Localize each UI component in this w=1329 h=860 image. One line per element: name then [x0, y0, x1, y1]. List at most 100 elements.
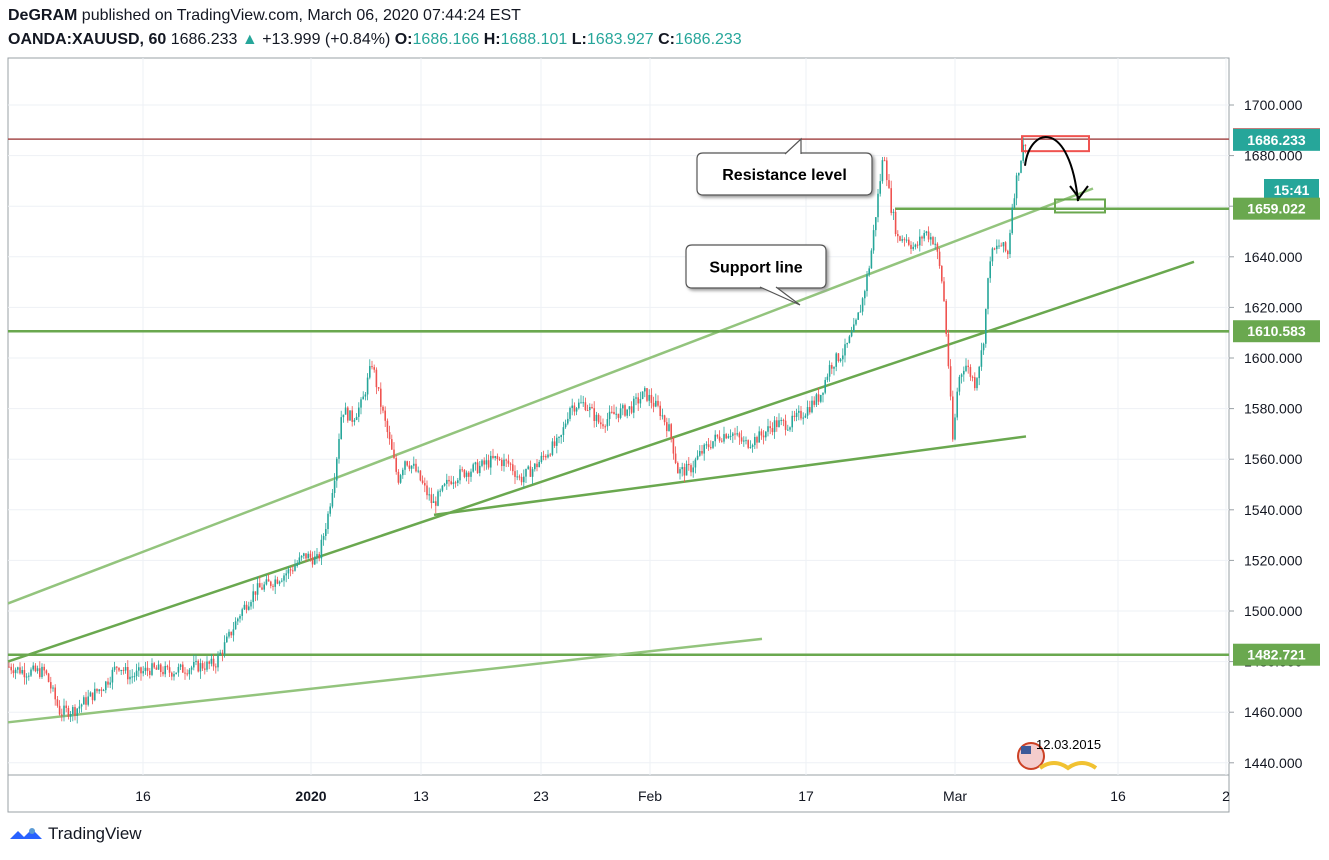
candle-body	[789, 427, 791, 430]
symbol-label[interactable]: OANDA:XAUUSD, 60	[8, 31, 167, 48]
candle-body	[1024, 144, 1027, 147]
arrowhead-icon	[1069, 185, 1089, 200]
candle-body	[890, 188, 892, 213]
candle-body	[259, 583, 261, 588]
candle-body	[824, 379, 826, 393]
candle-body	[91, 692, 94, 701]
candle-body	[116, 666, 118, 668]
candle-body	[668, 424, 670, 432]
candle-body	[661, 415, 664, 417]
candle-body	[457, 480, 459, 483]
candle-body	[43, 666, 45, 671]
candle-body	[553, 441, 556, 446]
candle-body	[806, 407, 809, 416]
candle-body	[142, 671, 144, 674]
candle-body	[298, 557, 301, 564]
candle-body	[105, 681, 107, 691]
candle-body	[611, 411, 613, 413]
candle-body	[857, 312, 859, 320]
x-tick-label: 2020	[295, 788, 326, 804]
trend-line	[7, 260, 1195, 663]
candle-body	[868, 268, 870, 275]
candle-body	[1013, 198, 1016, 208]
candle-body	[487, 460, 490, 468]
candle-body	[949, 366, 952, 397]
candle-body	[296, 563, 298, 566]
candle-body	[151, 663, 153, 675]
candle-body	[28, 675, 30, 677]
candle-body	[485, 460, 488, 465]
candle-body	[408, 465, 411, 469]
candle-body	[164, 665, 166, 675]
candle-body	[179, 664, 182, 667]
candle-body	[771, 428, 774, 433]
candle-body	[256, 583, 259, 595]
y-tick-label: 1600.000	[1244, 350, 1303, 366]
candle-body	[261, 587, 263, 590]
candle-body	[21, 670, 23, 674]
x-tick-label: 13	[413, 788, 429, 804]
price-tag	[1233, 128, 1320, 151]
candle-body	[322, 535, 325, 540]
candle-body	[61, 714, 63, 716]
candle-body	[600, 422, 602, 425]
candle-body	[883, 160, 886, 162]
candle-body	[217, 655, 219, 668]
candle-body	[355, 416, 358, 420]
published-text: published on TradingView.com, March 06, …	[81, 7, 521, 24]
candle-body	[848, 336, 851, 343]
candle-body	[694, 459, 697, 468]
candle-body	[327, 513, 329, 530]
price-tag-label: 1686.233	[1247, 132, 1306, 148]
candle-body	[822, 392, 824, 395]
trend-line	[7, 187, 1094, 605]
candle-body	[399, 475, 402, 483]
candle-body	[512, 464, 514, 472]
tradingview-brand[interactable]: TradingView	[8, 824, 142, 844]
candle-body	[113, 666, 116, 670]
tradingview-logo-icon	[10, 828, 42, 839]
candle-body	[206, 661, 208, 670]
candle-body	[239, 615, 241, 619]
candle-body	[226, 636, 228, 643]
candle-body	[166, 665, 169, 668]
candle-body	[914, 244, 917, 247]
candle-body	[41, 666, 43, 678]
candle-body	[932, 237, 934, 245]
candle-body	[265, 579, 268, 585]
candle-body	[683, 467, 686, 476]
candle-body	[362, 396, 364, 400]
candle-body	[817, 394, 820, 402]
candle-body	[593, 408, 595, 421]
candle-body	[870, 250, 873, 269]
candle-body	[993, 248, 996, 250]
candle-body	[864, 291, 866, 299]
candle-body	[474, 462, 477, 465]
candle-body	[45, 670, 48, 674]
candle-body	[941, 265, 943, 282]
candle-body	[853, 324, 855, 332]
flag-canton	[1021, 746, 1031, 754]
candle-body	[364, 394, 367, 397]
trend-line	[433, 435, 1027, 517]
candle-body	[723, 434, 725, 442]
candle-body	[754, 436, 756, 446]
candle-body	[12, 670, 15, 674]
candle-body	[767, 426, 769, 432]
candle-body	[892, 211, 895, 213]
plot-frame	[7, 57, 1230, 813]
candle-body	[989, 261, 991, 279]
candle-body	[1004, 242, 1007, 251]
candle-body	[50, 682, 52, 689]
candle-body	[710, 447, 712, 449]
candle-body	[210, 658, 213, 664]
publisher-name[interactable]: DeGRAM	[8, 7, 78, 24]
candle-body	[633, 398, 635, 413]
candle-body	[351, 410, 353, 422]
candle-body	[866, 274, 868, 292]
candle-body	[498, 458, 501, 460]
candle-body	[208, 661, 210, 664]
candle-body	[215, 666, 217, 668]
candle-body	[146, 667, 149, 671]
